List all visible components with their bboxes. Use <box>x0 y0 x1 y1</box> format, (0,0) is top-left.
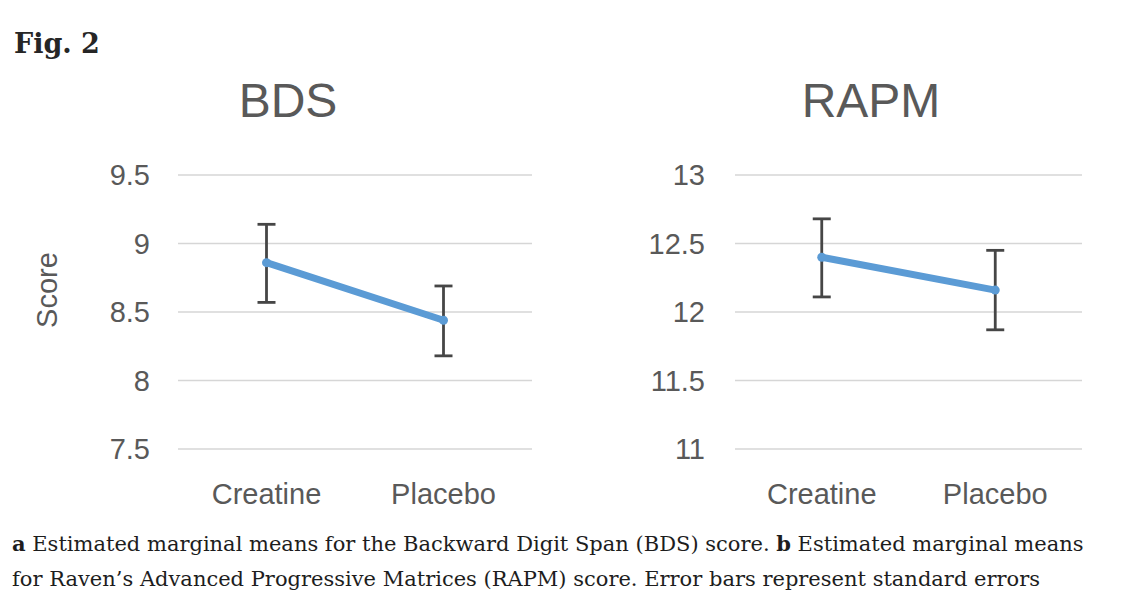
rapm-chart-title: RAPM <box>802 74 941 127</box>
data-point-marker <box>991 286 1000 295</box>
y-tick-label: 12 <box>673 296 705 328</box>
figure-page: Fig. 2 BDS Score 9.598.587.5CreatinePlac… <box>0 0 1127 615</box>
x-category-label: Placebo <box>943 478 1048 510</box>
x-category-label: Placebo <box>391 478 496 510</box>
data-point-marker <box>439 316 448 325</box>
y-tick-label: 9 <box>134 228 150 260</box>
data-point-marker <box>817 253 826 262</box>
figure-caption: a Estimated marginal means for the Backw… <box>12 526 1097 597</box>
bds-plot-area: 9.5 9 8.5 8 7.5 Creatine Placebo <box>110 159 532 510</box>
bds-chart: BDS Score 9.5 9 8.5 8 7.5 Creatine Placebo <box>0 55 565 517</box>
y-tick-label: 11 <box>675 433 705 465</box>
y-tick-label: 11.5 <box>651 365 705 397</box>
rapm-plot-area: 13 12.5 12 11.5 11 Creatine Placebo <box>649 159 1082 510</box>
y-tick-label: 8.5 <box>110 296 150 328</box>
y-tick-label: 9.5 <box>110 159 150 191</box>
series-line <box>822 257 996 290</box>
rapm-chart: RAPM 13 12.5 12 11.5 11 Creatine Placebo <box>565 55 1127 517</box>
caption-b-label: b <box>776 531 791 556</box>
x-category-label: Creatine <box>212 478 322 510</box>
y-tick-label: 8 <box>134 365 150 397</box>
y-tick-label: 7.5 <box>110 433 150 465</box>
bds-y-axis-title: Score <box>31 252 63 328</box>
caption-a-text: Estimated marginal means for the Backwar… <box>26 532 777 556</box>
caption-a-label: a <box>12 531 26 556</box>
y-tick-label: 12.5 <box>649 228 705 260</box>
y-tick-label: 13 <box>673 159 705 191</box>
data-point-marker <box>262 258 271 267</box>
bds-chart-title: BDS <box>239 74 338 127</box>
x-category-label: Creatine <box>767 478 877 510</box>
